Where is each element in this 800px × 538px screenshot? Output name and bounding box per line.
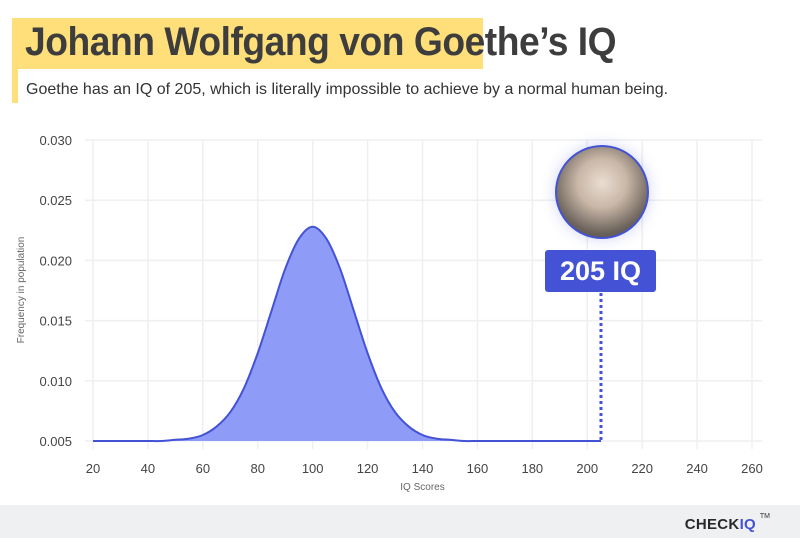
y-tick-label: 0.015 — [39, 314, 72, 329]
iq-distribution-chart: 20 40 60 80 100 120 140 160 180 200 220 240 260 0.005… — [16, 133, 763, 493]
distribution-line — [93, 225, 601, 443]
x-tick-label: 220 — [631, 461, 653, 476]
y-axis-label: Frequency in population — [16, 237, 27, 344]
checkiq-logo: CHECKIQ — [685, 516, 756, 533]
x-tick-label: 240 — [686, 461, 708, 476]
x-tick-label: 80 — [251, 461, 265, 476]
y-tick-label: 0.005 — [39, 434, 72, 449]
y-tick-label: 0.010 — [39, 374, 72, 389]
x-tick-label: 100 — [302, 461, 324, 476]
x-axis-label: IQ Scores — [400, 482, 444, 493]
footer: CHECKIQ TM — [0, 505, 800, 538]
x-tick-label: 200 — [576, 461, 598, 476]
x-tick-label: 60 — [196, 461, 210, 476]
x-tick-label: 160 — [467, 461, 489, 476]
x-tick-label: 260 — [741, 461, 763, 476]
distribution-area — [93, 226, 601, 442]
iq-value-badge: 205 IQ — [545, 250, 656, 292]
x-tick-label: 20 — [86, 461, 100, 476]
subtitle: Goethe has an IQ of 205, which is litera… — [26, 81, 669, 98]
goethe-portrait-avatar — [555, 145, 649, 239]
page-title: Johann Wolfgang von Goethe’s IQ — [25, 20, 617, 64]
x-tick-label: 40 — [141, 461, 155, 476]
title-background — [12, 18, 483, 69]
subtitle-accent-bar — [12, 68, 18, 103]
y-tick-label: 0.025 — [39, 193, 72, 208]
x-tick-label: 140 — [412, 461, 434, 476]
x-tick-label: 180 — [521, 461, 543, 476]
trademark: TM — [759, 513, 770, 520]
logo-text-iq: IQ — [739, 516, 756, 533]
x-tick-label: 120 — [357, 461, 379, 476]
y-tick-label: 0.020 — [39, 253, 72, 268]
y-tick-label: 0.030 — [39, 133, 72, 148]
logo-text-check: CHECK — [684, 516, 740, 533]
